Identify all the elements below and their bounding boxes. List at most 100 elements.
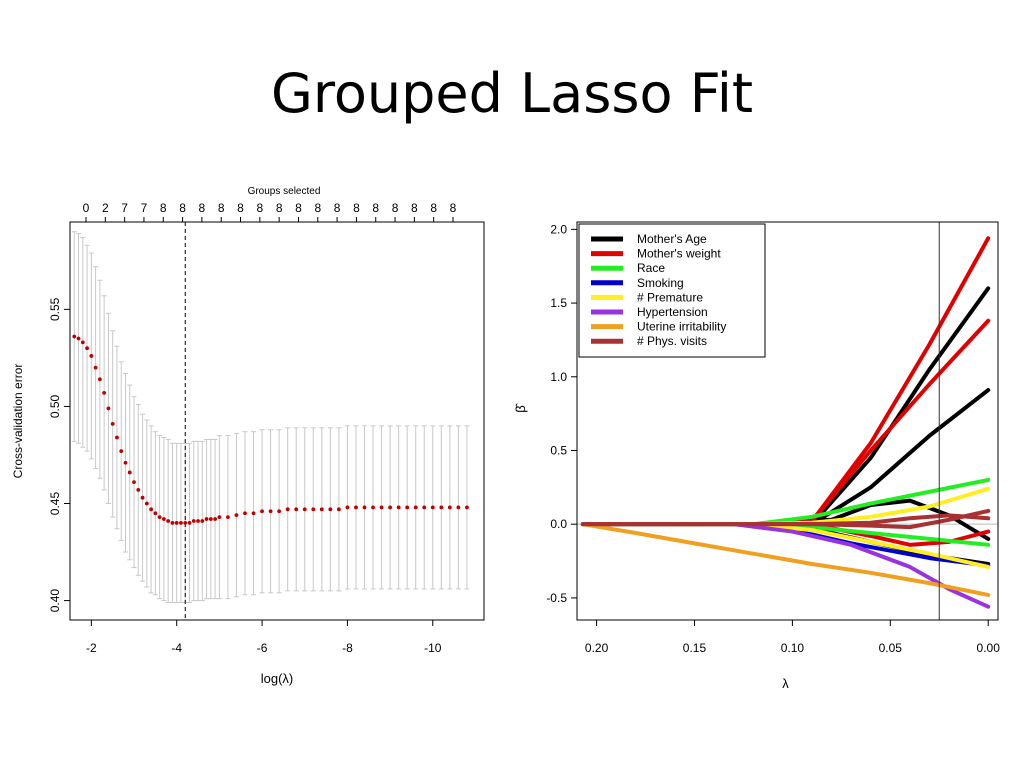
cv-point [144,501,149,506]
x-tick-label: -10 [424,641,442,655]
cv-point [106,406,111,411]
cv-point [89,354,94,358]
cv-point [234,513,239,518]
groups-selected-label: 8 [237,201,244,215]
cv-point [456,505,461,510]
cv-point [277,509,282,514]
y-tick-label: 0.50 [48,394,62,418]
y-axis-label: β̂ [513,402,528,412]
legend-entry: Hypertension [637,305,708,319]
coefficient-path [580,513,991,527]
groups-selected-label: 8 [411,201,418,215]
cv-point [200,519,205,523]
x-axis-label: λ [782,676,789,691]
cv-point [179,521,183,525]
top-axis-title: Groups selected [248,186,321,197]
x-tick-label: -8 [342,641,353,655]
cv-point [72,334,77,339]
y-tick-label: 0.0 [550,517,567,531]
groups-selected-label: 8 [276,201,283,215]
cv-point [132,480,136,485]
cv-point [208,517,213,521]
y-tick-label: 1.0 [550,370,567,384]
groups-selected-label: 8 [160,201,167,215]
cv-point [115,435,119,440]
groups-selected-label: 8 [179,201,186,215]
x-tick-label: -4 [171,641,182,655]
cv-point [430,505,435,510]
groups-selected-label: 8 [256,201,263,215]
cv-point [157,515,162,520]
cv-point [149,507,153,512]
cv-point [371,505,375,510]
y-tick-label: 0.45 [48,492,62,516]
legend-entry: Race [637,261,665,275]
cv-point [388,505,393,510]
groups-selected-label: 8 [199,201,206,215]
cv-point [422,505,427,510]
cv-point [127,470,132,475]
legend-box [578,223,766,358]
cv-point [285,507,290,512]
cv-point [354,505,358,510]
cv-point [268,509,273,514]
legend-entry: # Premature [637,290,703,304]
cv-point [119,449,124,453]
groups-selected-label: 7 [121,201,128,215]
coefficient-path [580,388,991,527]
cv-point [362,505,367,510]
cv-point [311,507,316,512]
cv-point [136,488,141,492]
cv-point [174,521,179,525]
cv-point [294,507,299,512]
groups-selected-label: 8 [353,201,360,215]
groups-selected-label: 8 [334,201,341,215]
cv-point [183,521,188,525]
groups-selected-label: 8 [218,201,225,215]
x-tick-label: 0.10 [781,641,805,655]
cv-point [243,511,247,516]
cv-point [196,519,200,523]
groups-selected-label: 7 [141,201,148,215]
cv-point [405,505,410,510]
y-tick-label: 0.40 [48,589,62,613]
cv-point [187,521,192,525]
x-axis-label: log(λ) [261,671,294,686]
cv-point [153,511,158,516]
legend-entry: Smoking [637,276,684,290]
groups-selected-label: 2 [102,201,109,215]
groups-selected-label: 8 [314,201,321,215]
cv-point [191,519,196,523]
cv-point [226,515,230,520]
x-tick-label: 0.20 [585,641,609,655]
y-tick-label: 1.5 [550,296,567,310]
cv-point [465,505,469,510]
coefficient-path [580,522,991,609]
plot-frame [576,221,999,621]
cv-point [161,517,166,521]
cv-point [204,517,209,521]
groups-selected-label: 8 [295,201,302,215]
cv-point [213,517,218,521]
cv-point [447,505,452,510]
cv-point [379,505,384,510]
y-tick-label: 0.55 [48,297,62,321]
groups-selected-label: 8 [392,201,399,215]
cv-point [336,507,341,512]
cv-point [217,515,222,520]
legend-entry: Mother's Age [637,232,707,246]
cv-point [302,507,307,512]
cv-point [140,495,145,500]
coefficient-path [580,522,991,597]
groups-selected-label: 8 [372,201,379,215]
cv-point [260,509,264,514]
groups-selected-label: 8 [450,201,457,215]
y-tick-label: 0.5 [550,443,567,457]
cv-point [80,340,85,345]
y-tick-label: -0.5 [546,591,567,605]
cv-point [123,460,128,465]
groups-selected-label: 8 [430,201,437,215]
x-tick-label: 0.15 [683,641,707,655]
